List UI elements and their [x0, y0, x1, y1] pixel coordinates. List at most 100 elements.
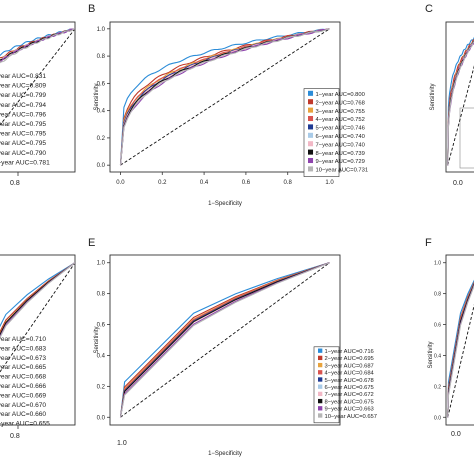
panel-1-marks: 0.0 0.2 0.4 0.6 0.8 1.0 0.0 0.2 0.4 0.6 0.8 1.0 1−ye… — [97, 27, 368, 186]
legend-label: 8−year AUC=0.739 — [316, 151, 365, 157]
y-tick-label: 0.2 — [97, 136, 106, 142]
legend-swatch — [318, 348, 323, 353]
x-tick-label: 0.8 — [284, 180, 293, 186]
panel-e-x-tick-label-extra: 1.0 — [117, 440, 127, 447]
y-tick-label: 0.8 — [97, 292, 106, 298]
panel-2-plot-area — [447, 36, 474, 166]
legend-swatch — [318, 413, 323, 418]
roc-curve-1-year — [119, 262, 330, 418]
panel-b-x-axis-label: 1−Specificity — [208, 201, 242, 207]
panel-c-inset-box — [459, 107, 474, 169]
panel-e-letter: E — [88, 237, 95, 249]
y-tick-label: 1.0 — [97, 27, 106, 33]
panel-5-marks: 0.0 0.2 0.4 0.6 0.8 1.0 — [434, 261, 474, 421]
legend-label: 2−year AUC=0.768 — [316, 100, 365, 106]
legend-label: 5−year AUC=0.746 — [316, 126, 365, 132]
panel-3-legend: 1−year AUC=0.710 2−year AUC=0.683 3−year A… — [0, 336, 50, 428]
reference-diagonal-line — [0, 262, 75, 373]
roc-curve-10-year — [119, 262, 330, 418]
legend-swatch — [318, 362, 323, 368]
legend-label: 1−year AUC=0.710 — [0, 336, 46, 343]
panel-c-plot-box — [445, 21, 474, 173]
roc-curve-1-year — [119, 28, 330, 166]
legend-label: 9−year AUC=0.729 — [316, 159, 365, 165]
x-tick-label: 1.0 — [325, 180, 334, 186]
legend-swatch — [308, 132, 314, 138]
legend-swatch — [318, 391, 323, 397]
roc-curve-2-year — [447, 39, 474, 166]
legend-swatch — [308, 90, 314, 96]
legend-swatch — [318, 370, 323, 375]
legend-swatch — [308, 157, 314, 164]
legend-swatch — [308, 149, 314, 155]
panel-f-plot-box — [445, 254, 474, 426]
y-tick-label: 0.0 — [434, 415, 441, 421]
legend-swatch — [308, 166, 314, 172]
x-tick-label: 0.6 — [242, 180, 251, 186]
y-tick-label: 0.4 — [97, 353, 106, 359]
legend-label: 4−year AUC=0.794 — [0, 102, 46, 109]
y-tick-label: 1.0 — [97, 261, 106, 267]
legend-label: 2−year AUC=0.809 — [0, 83, 46, 90]
panel-e-x-axis-label: 1−Specificity — [208, 451, 242, 457]
y-tick-label: 0.2 — [434, 384, 441, 390]
legend-label: 7−year AUC=0.669 — [0, 392, 46, 399]
x-tick-label: 0.0 — [116, 180, 125, 186]
legend-label: 7−year AUC=0.795 — [0, 131, 46, 138]
legend-label: 5−year AUC=0.668 — [0, 374, 46, 381]
x-tick-label: 0.2 — [158, 180, 167, 186]
y-tick-label: 0.6 — [434, 323, 441, 329]
roc-curve-10-year — [0, 28, 75, 64]
y-tick-label: 0.4 — [97, 109, 106, 115]
panel-c-x-tick-label: 0.0 — [453, 180, 463, 187]
legend-label: 10−year AUC=0.655 — [0, 421, 50, 428]
legend-label: 6−year AUC=0.666 — [0, 383, 46, 390]
x-tick-label: 0.4 — [200, 180, 209, 186]
roc-curve-10-year — [0, 262, 75, 339]
legend-swatch — [308, 107, 314, 113]
roc-curve-4-year — [447, 40, 474, 166]
y-tick-label: 0.8 — [97, 54, 106, 60]
roc-curve-10-year — [447, 41, 474, 166]
legend-label: 4−year AUC=0.665 — [0, 364, 46, 371]
legend-label: 7−year AUC=0.740 — [316, 142, 365, 148]
panel-f-letter: F — [425, 237, 432, 249]
reference-diagonal-line — [447, 65, 474, 166]
legend-label: 8−year AUC=0.670 — [0, 402, 46, 409]
legend-label: 10−year AUC=0.657 — [324, 414, 377, 420]
panel-a-plot-box — [0, 21, 76, 173]
legend-swatch — [318, 355, 323, 361]
legend-label: 9−year AUC=0.790 — [0, 150, 46, 157]
panel-2-marks — [447, 36, 474, 166]
panel-a-roc: 0.8 — [0, 21, 76, 187]
panel-4-plot-area — [119, 262, 330, 418]
panel-e-y-axis-label: Sensitivity — [94, 326, 100, 353]
legend-swatch — [318, 384, 323, 389]
panel-f-x-tick-label: 0.0 — [451, 431, 461, 438]
panel-c-letter: C — [425, 3, 433, 15]
legend-label: 1−year AUC=0.831 — [0, 73, 46, 80]
panel-3-marks: 1−year AUC=0.710 2−year AUC=0.683 3−year A… — [0, 262, 75, 428]
y-tick-label: 0.8 — [434, 292, 441, 298]
panel-c-y-axis-label: Sensitivity — [430, 83, 436, 110]
legend-label: 8−year AUC=0.675 — [324, 399, 373, 405]
roc-curve-10-year — [119, 28, 330, 166]
panel-c-roc: C Sensitivity 0.0 — [425, 3, 474, 187]
y-tick-label: 0.6 — [97, 81, 106, 87]
legend-label: 5−year AUC=0.796 — [0, 111, 46, 118]
panel-f-roc: F Sensitivity 0.0 — [425, 237, 474, 438]
legend-label: 6−year AUC=0.795 — [0, 121, 46, 128]
legend-label: 6−year AUC=0.740 — [316, 134, 365, 140]
legend-swatch — [318, 398, 323, 404]
legend-swatch — [308, 115, 314, 122]
legend-label: 10−year AUC=0.731 — [316, 168, 369, 174]
panel-a-x-ticks: 0.8 — [10, 172, 20, 187]
panel-f-y-axis-label: Sensitivity — [428, 341, 434, 368]
panel-b-letter: B — [88, 3, 95, 15]
panel-4-marks: 0.0 0.2 0.4 0.6 0.8 1.0 1−year AUC=0.7162−year… — [97, 261, 377, 424]
legend-label: 6−year AUC=0.675 — [324, 385, 373, 391]
legend-label: 3−year AUC=0.799 — [0, 92, 46, 99]
legend-swatch — [308, 141, 314, 147]
